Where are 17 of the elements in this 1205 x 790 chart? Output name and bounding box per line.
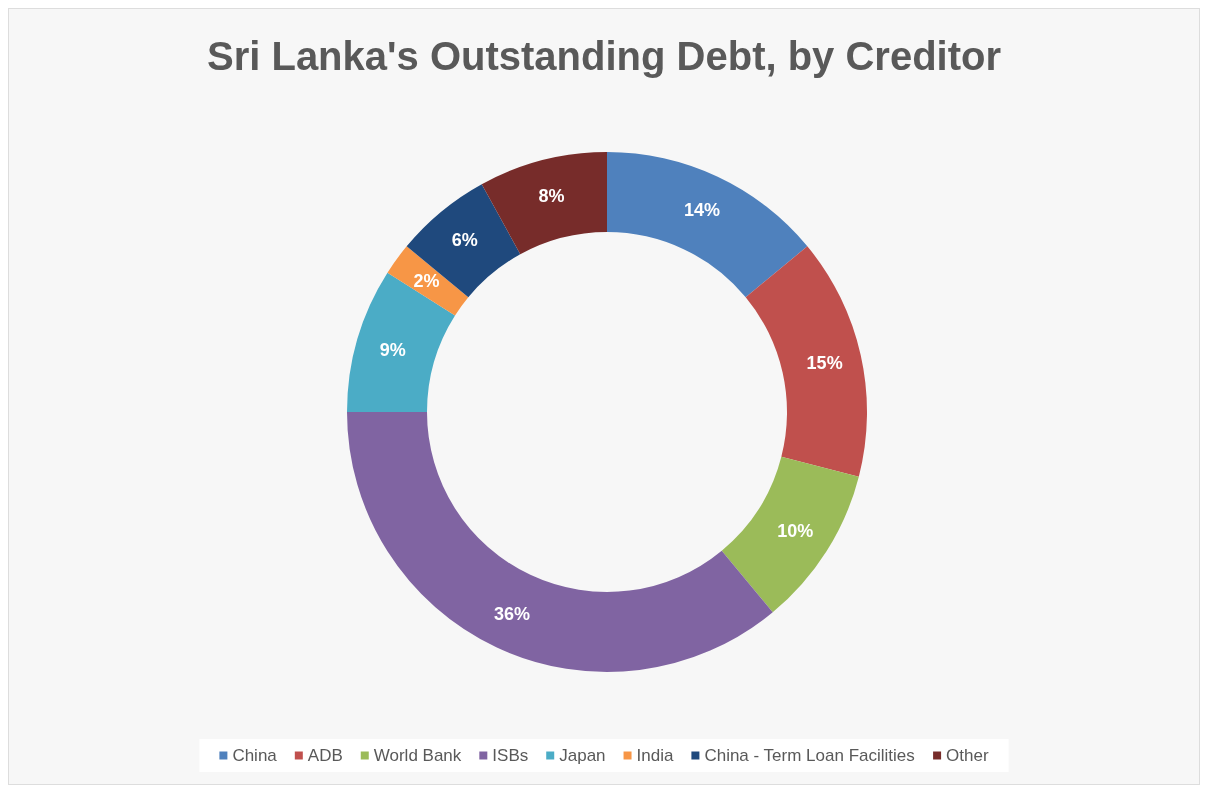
data-label: 8%: [538, 186, 565, 207]
legend-label: India: [636, 746, 674, 765]
data-label: 9%: [379, 339, 406, 360]
legend-label: Other: [946, 746, 989, 765]
legend-label: China: [232, 746, 278, 765]
legend-label: Japan: [559, 746, 606, 765]
chart-title: Sri Lanka's Outstanding Debt, by Creditor: [206, 34, 1002, 78]
legend-label: ADB: [307, 746, 343, 765]
data-label: 14%: [683, 200, 720, 221]
data-label: 15%: [806, 353, 843, 374]
data-label: 6%: [451, 230, 478, 251]
data-label: 2%: [413, 270, 440, 291]
legend-label: World Bank: [373, 746, 462, 765]
data-label: 10%: [777, 521, 814, 542]
legend-label: ISBs: [492, 746, 529, 765]
legend-label: China - Term Loan Facilities: [704, 746, 915, 765]
data-label: 36%: [494, 603, 531, 624]
